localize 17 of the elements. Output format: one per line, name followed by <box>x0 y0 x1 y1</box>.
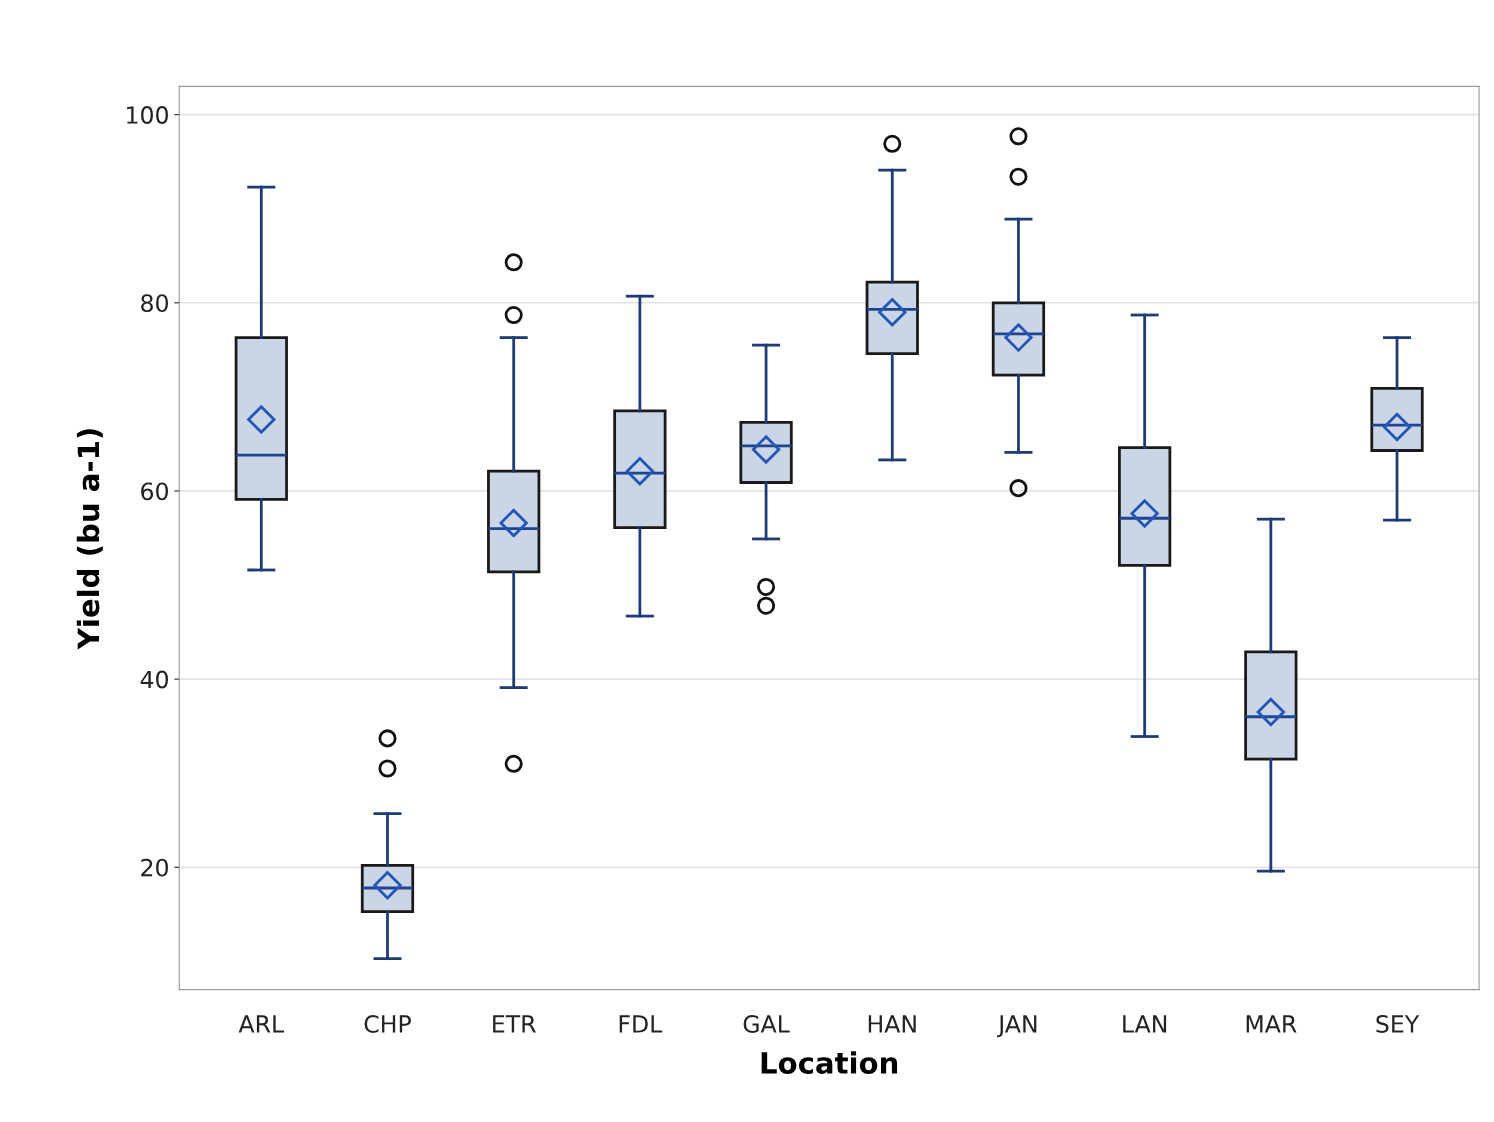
x-axis-title: Location <box>761 1051 898 1074</box>
y-tick-label: 80 <box>141 294 168 313</box>
y-tick-label: 40 <box>140 670 168 689</box>
x-tick-label: SEY <box>1376 1015 1420 1033</box>
x-tick-label: GAL <box>743 1015 790 1033</box>
x-tick-label: CHP <box>364 1015 411 1033</box>
x-tick-label: HAN <box>868 1015 916 1033</box>
x-tick-label: MAR <box>1246 1015 1297 1033</box>
y-tick-label: 60 <box>141 482 168 501</box>
y-tick-label: 100 <box>127 106 168 124</box>
x-tick-label: JAN <box>997 1015 1037 1038</box>
x-tick-label: FDL <box>619 1015 663 1033</box>
y-tick-label: 20 <box>141 858 168 877</box>
x-tick-label: ETR <box>493 1015 536 1033</box>
y-axis-title: Yield (bu a-1) <box>76 429 103 650</box>
x-tick-label: LAN <box>1123 1015 1167 1033</box>
x-tick-label: ARL <box>238 1015 285 1033</box>
